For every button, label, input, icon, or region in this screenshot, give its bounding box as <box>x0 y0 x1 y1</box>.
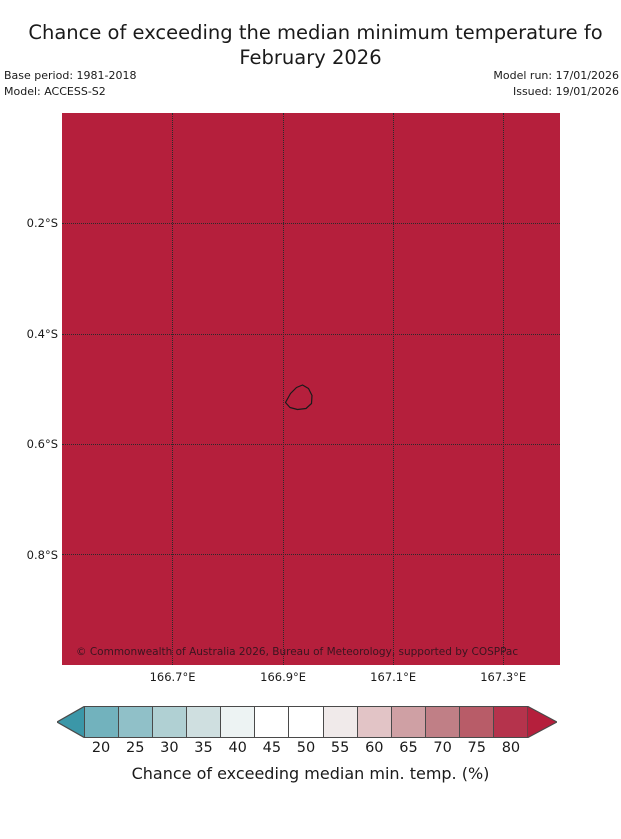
colorbar-tick-label: 25 <box>125 740 145 756</box>
model-run-text: Model run: 17/01/2026 <box>493 69 619 82</box>
colorbar-tick-label: 80 <box>501 740 521 756</box>
chart-title-block: Chance of exceeding the median minimum t… <box>0 20 621 70</box>
colorbar-cell <box>425 707 460 737</box>
colorbar-tick-label: 30 <box>160 740 179 756</box>
x-tick-label: 167.1°E <box>370 670 417 684</box>
colorbar-cell <box>187 707 222 737</box>
colorbar-gradient <box>84 706 528 738</box>
colorbar-cell <box>493 707 528 737</box>
colorbar-cell <box>119 707 154 737</box>
colorbar-cell <box>85 707 120 737</box>
colorbar-tick-label: 65 <box>399 740 418 756</box>
colorbar-cell <box>153 707 188 737</box>
base-period-text: Base period: 1981-2018 <box>4 69 137 82</box>
colorbar-tick-label: 70 <box>433 740 452 756</box>
colorbar: 20 25 30 35 40 45 50 55 60 65 70 75 80 Chance of exc… <box>0 706 621 826</box>
colorbar-tick-labels: 20 25 30 35 40 45 50 55 60 65 70 75 80 <box>84 740 528 760</box>
colorbar-extend-high-arrow <box>527 706 557 738</box>
y-axis: 0.2°S 0.4°S 0.6°S 0.8°S <box>0 113 58 665</box>
y-tick-label: 0.2°S <box>26 216 58 231</box>
attribution-text: © Commonwealth of Australia 2026, Bureau… <box>76 646 519 658</box>
colorbar-tick-label: 75 <box>467 740 486 756</box>
colorbar-tick-label: 55 <box>330 740 350 756</box>
colorbar-cell <box>357 707 392 737</box>
colorbar-tick-label: 20 <box>91 740 111 756</box>
colorbar-axis-label: Chance of exceeding median min. temp. (%… <box>131 764 490 783</box>
island-coastline <box>284 384 313 411</box>
map-shaded-field <box>62 113 560 665</box>
model-text: Model: ACCESS-S2 <box>4 84 106 98</box>
y-tick-label: 0.6°S <box>26 437 58 452</box>
x-tick-label: 166.7°E <box>149 670 196 684</box>
colorbar-extend-low-arrow <box>57 706 85 738</box>
forecast-map: © Commonwealth of Australia 2026, Bureau… <box>62 113 560 665</box>
colorbar-tick-label: 35 <box>194 740 213 756</box>
issued-text: Issued: 19/01/2026 <box>512 84 619 98</box>
x-axis: 166.7°E 166.9°E 167.1°E 167.3°E <box>62 670 560 688</box>
colorbar-cell <box>255 707 290 737</box>
metadata-left: Base period: 1981-2018 Model: ACCESS-S2 <box>4 68 136 99</box>
colorbar-tick-label: 60 <box>365 740 384 756</box>
colorbar-tick-label: 45 <box>262 740 282 756</box>
colorbar-cell <box>323 707 358 737</box>
x-tick-label: 166.9°E <box>260 670 307 684</box>
colorbar-cell <box>391 707 426 737</box>
y-tick-label: 0.8°S <box>26 547 58 562</box>
colorbar-tick-label: 50 <box>296 740 316 756</box>
colorbar-cell <box>221 707 256 737</box>
y-tick-label: 0.4°S <box>26 326 58 341</box>
page-title-line-1: Chance of exceeding the median minimum t… <box>28 21 603 44</box>
metadata-right: Model run: 17/01/2026 Issued: 19/01/2026 <box>493 68 619 99</box>
colorbar-cell <box>289 707 324 737</box>
colorbar-tick-label: 40 <box>228 740 247 756</box>
colorbar-cell <box>459 707 494 737</box>
x-tick-label: 167.3°E <box>480 670 527 684</box>
page-title-line-2: February 2026 <box>239 46 382 69</box>
